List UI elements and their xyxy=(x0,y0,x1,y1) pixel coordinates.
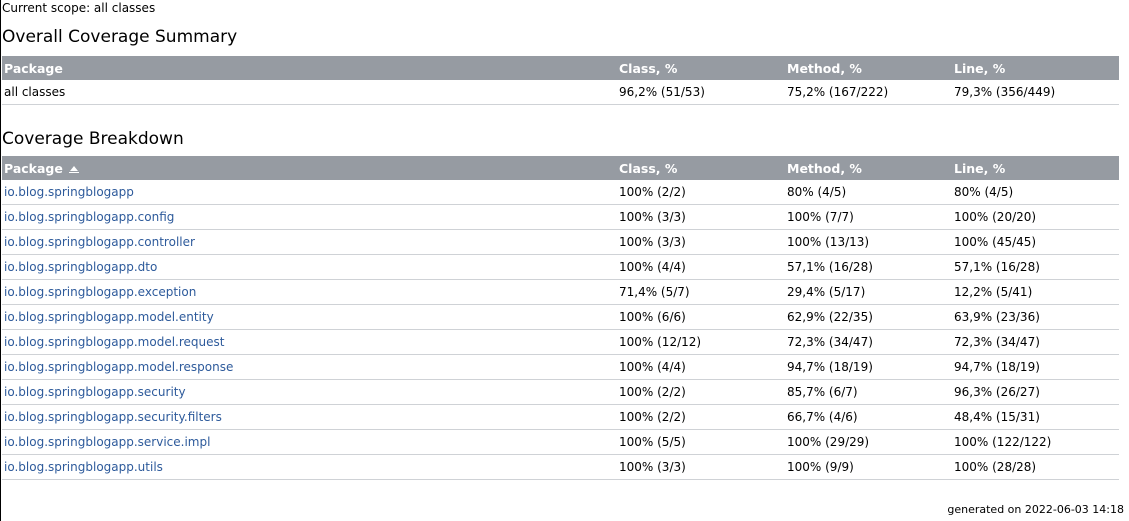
breakdown-header-row: Package Class, % Method, % Line, % xyxy=(2,156,1119,180)
method-coverage-cell: 100% (9/9) xyxy=(785,454,952,480)
package-link[interactable]: io.blog.springblogapp.config xyxy=(4,210,175,224)
summary-line-cell: 79,3% (356/449) xyxy=(952,80,1119,105)
breakdown-row: io.blog.springblogapp.dto 100% (4/4) 57,… xyxy=(2,254,1119,280)
class-coverage-cell: 100% (3/3) xyxy=(617,454,785,480)
method-coverage-cell: 100% (13/13) xyxy=(785,229,952,255)
method-coverage-cell: 85,7% (6/7) xyxy=(785,379,952,405)
package-link[interactable]: io.blog.springblogapp.utils xyxy=(4,460,163,474)
class-coverage-cell: 100% (6/6) xyxy=(617,304,785,330)
line-coverage-cell: 100% (122/122) xyxy=(952,429,1119,455)
class-coverage-cell: 100% (5/5) xyxy=(617,429,785,455)
summary-method-cell: 75,2% (167/222) xyxy=(785,80,952,105)
package-cell: io.blog.springblogapp.dto xyxy=(2,254,617,280)
method-coverage-cell: 100% (7/7) xyxy=(785,204,952,230)
breakdown-header-package[interactable]: Package xyxy=(2,156,617,180)
class-coverage-cell: 100% (4/4) xyxy=(617,254,785,280)
summary-header-package: Package xyxy=(2,56,617,80)
package-link[interactable]: io.blog.springblogapp.exception xyxy=(4,285,197,299)
overall-summary-table: Package Class, % Method, % Line, % all c… xyxy=(2,56,1119,105)
sort-ascending-icon[interactable] xyxy=(68,165,79,173)
package-link[interactable]: io.blog.springblogapp xyxy=(4,185,134,199)
package-cell: io.blog.springblogapp.model.entity xyxy=(2,304,617,330)
summary-package-cell: all classes xyxy=(2,80,617,105)
breakdown-header-package-label[interactable]: Package xyxy=(4,160,63,176)
summary-header-class: Class, % xyxy=(617,56,785,80)
package-link[interactable]: io.blog.springblogapp.security.filters xyxy=(4,410,222,424)
breakdown-row: io.blog.springblogapp.utils 100% (3/3) 1… xyxy=(2,454,1119,480)
summary-header-method: Method, % xyxy=(785,56,952,80)
breakdown-row: io.blog.springblogapp.model.response 100… xyxy=(2,354,1119,380)
generated-timestamp: generated on 2022-06-03 14:18 xyxy=(947,503,1124,516)
package-cell: io.blog.springblogapp.config xyxy=(2,204,617,230)
line-coverage-cell: 100% (45/45) xyxy=(952,229,1119,255)
line-coverage-cell: 100% (20/20) xyxy=(952,204,1119,230)
breakdown-row: io.blog.springblogapp.config 100% (3/3) … xyxy=(2,204,1119,230)
line-coverage-cell: 94,7% (18/19) xyxy=(952,354,1119,380)
method-coverage-cell: 62,9% (22/35) xyxy=(785,304,952,330)
method-coverage-cell: 80% (4/5) xyxy=(785,180,952,205)
package-link[interactable]: io.blog.springblogapp.service.impl xyxy=(4,435,211,449)
breakdown-row: io.blog.springblogapp.model.request 100%… xyxy=(2,329,1119,355)
method-coverage-cell: 57,1% (16/28) xyxy=(785,254,952,280)
line-coverage-cell: 96,3% (26/27) xyxy=(952,379,1119,405)
class-coverage-cell: 100% (2/2) xyxy=(617,379,785,405)
package-cell: io.blog.springblogapp.controller xyxy=(2,229,617,255)
class-coverage-cell: 100% (2/2) xyxy=(617,404,785,430)
line-coverage-cell: 57,1% (16/28) xyxy=(952,254,1119,280)
breakdown-row: io.blog.springblogapp.controller 100% (3… xyxy=(2,229,1119,255)
line-coverage-cell: 72,3% (34/47) xyxy=(952,329,1119,355)
overall-coverage-summary-title: Overall Coverage Summary xyxy=(2,27,238,47)
coverage-breakdown-table: Package Class, % Method, % Line, % io.bl… xyxy=(2,156,1119,480)
package-cell: io.blog.springblogapp.security.filters xyxy=(2,404,617,430)
class-coverage-cell: 71,4% (5/7) xyxy=(617,279,785,305)
class-coverage-cell: 100% (12/12) xyxy=(617,329,785,355)
package-cell: io.blog.springblogapp.exception xyxy=(2,279,617,305)
package-cell: io.blog.springblogapp.utils xyxy=(2,454,617,480)
line-coverage-cell: 63,9% (23/36) xyxy=(952,304,1119,330)
package-link[interactable]: io.blog.springblogapp.model.request xyxy=(4,335,225,349)
breakdown-row: io.blog.springblogapp.security 100% (2/2… xyxy=(2,379,1119,405)
current-scope-label: Current scope: all classes xyxy=(2,1,156,15)
breakdown-row: io.blog.springblogapp.security.filters 1… xyxy=(2,404,1119,430)
class-coverage-cell: 100% (3/3) xyxy=(617,229,785,255)
breakdown-row: io.blog.springblogapp.service.impl 100% … xyxy=(2,429,1119,455)
summary-header-line: Line, % xyxy=(952,56,1119,80)
breakdown-header-class[interactable]: Class, % xyxy=(617,156,785,180)
breakdown-row: io.blog.springblogapp 100% (2/2) 80% (4/… xyxy=(2,180,1119,205)
method-coverage-cell: 66,7% (4/6) xyxy=(785,404,952,430)
summary-header-row: Package Class, % Method, % Line, % xyxy=(2,56,1119,80)
class-coverage-cell: 100% (2/2) xyxy=(617,180,785,205)
breakdown-header-method[interactable]: Method, % xyxy=(785,156,952,180)
package-cell: io.blog.springblogapp.model.response xyxy=(2,354,617,380)
package-cell: io.blog.springblogapp.security xyxy=(2,379,617,405)
class-coverage-cell: 100% (4/4) xyxy=(617,354,785,380)
class-coverage-cell: 100% (3/3) xyxy=(617,204,785,230)
package-link[interactable]: io.blog.springblogapp.model.response xyxy=(4,360,234,374)
package-cell: io.blog.springblogapp.model.request xyxy=(2,329,617,355)
breakdown-header-line[interactable]: Line, % xyxy=(952,156,1119,180)
package-link[interactable]: io.blog.springblogapp.model.entity xyxy=(4,310,214,324)
package-cell: io.blog.springblogapp xyxy=(2,180,617,205)
package-link[interactable]: io.blog.springblogapp.security xyxy=(4,385,186,399)
line-coverage-cell: 100% (28/28) xyxy=(952,454,1119,480)
method-coverage-cell: 100% (29/29) xyxy=(785,429,952,455)
summary-row: all classes 96,2% (51/53) 75,2% (167/222… xyxy=(2,80,1119,105)
coverage-breakdown-title: Coverage Breakdown xyxy=(2,129,184,149)
summary-class-cell: 96,2% (51/53) xyxy=(617,80,785,105)
breakdown-row: io.blog.springblogapp.model.entity 100% … xyxy=(2,304,1119,330)
line-coverage-cell: 80% (4/5) xyxy=(952,180,1119,205)
package-cell: io.blog.springblogapp.service.impl xyxy=(2,429,617,455)
method-coverage-cell: 29,4% (5/17) xyxy=(785,279,952,305)
package-link[interactable]: io.blog.springblogapp.dto xyxy=(4,260,158,274)
line-coverage-cell: 48,4% (15/31) xyxy=(952,404,1119,430)
line-coverage-cell: 12,2% (5/41) xyxy=(952,279,1119,305)
method-coverage-cell: 94,7% (18/19) xyxy=(785,354,952,380)
breakdown-row: io.blog.springblogapp.exception 71,4% (5… xyxy=(2,279,1119,305)
method-coverage-cell: 72,3% (34/47) xyxy=(785,329,952,355)
package-link[interactable]: io.blog.springblogapp.controller xyxy=(4,235,195,249)
